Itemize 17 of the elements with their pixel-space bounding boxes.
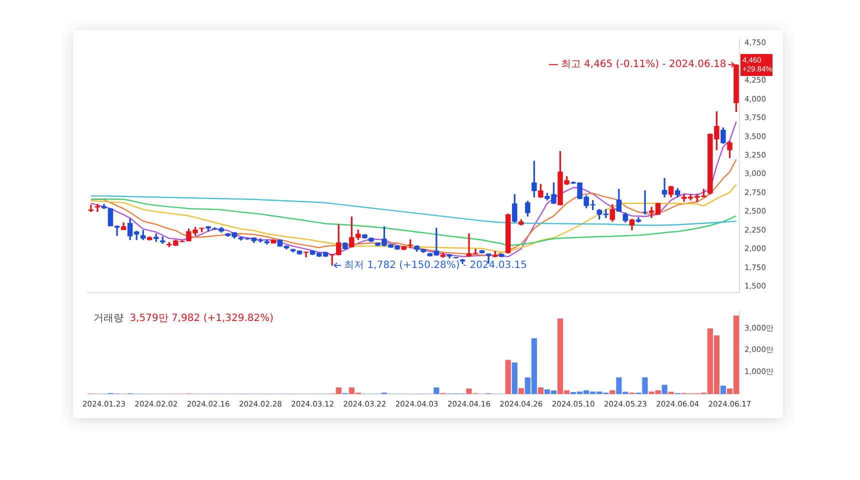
bar [512, 362, 518, 394]
bar [662, 384, 668, 394]
bar [518, 388, 524, 394]
bar [505, 360, 511, 394]
candlestick [642, 190, 648, 215]
bar [720, 386, 726, 394]
bar [610, 390, 616, 394]
chart-subtitle: 3,579만 7,982 (+1,329.82%) [130, 313, 274, 324]
candlestick [303, 252, 309, 258]
annotation: 최저 1,782 (+150.28%) - 2024.03.15 [344, 260, 528, 271]
candlestick [88, 204, 94, 212]
candlestick [94, 204, 100, 212]
bar [538, 387, 544, 394]
chart-title: 거래량 [94, 313, 124, 324]
annotation: 최고 4,465 (-0.11%) - 2024.06.18 [560, 59, 726, 70]
candlestick [662, 178, 668, 198]
bar [434, 387, 440, 394]
